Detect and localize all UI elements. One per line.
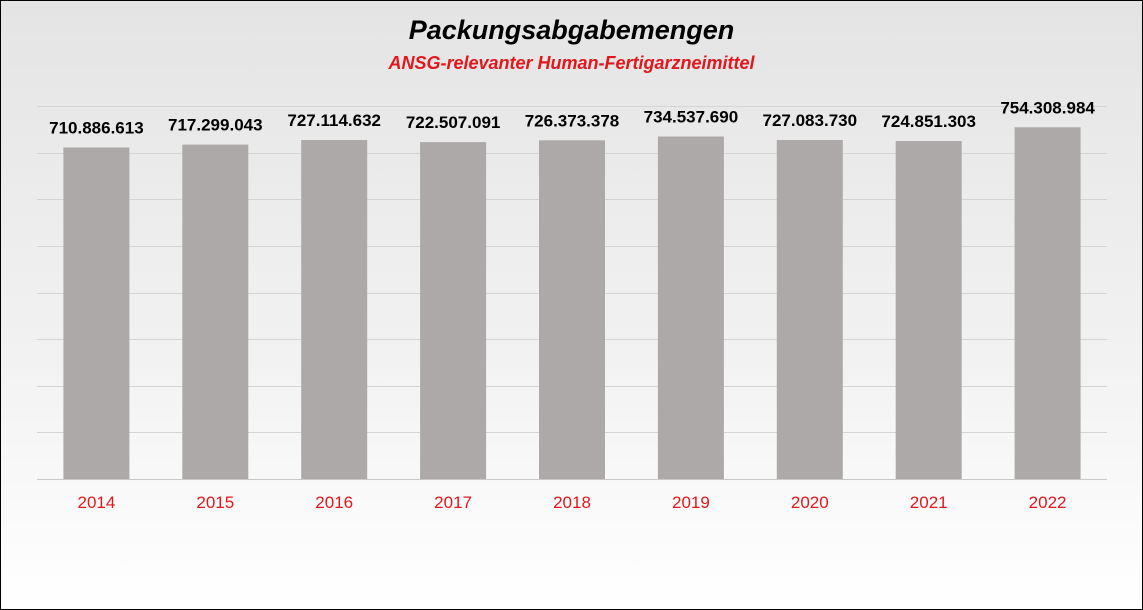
x-tick-label-2019: 2019 — [672, 493, 710, 512]
x-tick-label-2018: 2018 — [553, 493, 591, 512]
x-tick-label-2017: 2017 — [434, 493, 472, 512]
bar-2017 — [420, 142, 487, 479]
data-label-2022: 754.308.984 — [1000, 98, 1095, 117]
bar-2015 — [182, 144, 249, 479]
data-label-2015: 717.299.043 — [168, 116, 263, 135]
bar-2016 — [301, 140, 368, 479]
bar-2020 — [776, 140, 843, 479]
bar-2021 — [895, 141, 962, 479]
x-tick-label-2022: 2022 — [1029, 493, 1067, 512]
bar-2018 — [539, 140, 605, 480]
chart-subtitle: ANSG-relevanter Human-Fertigarzneimittel — [388, 53, 755, 73]
data-label-2014: 710.886.613 — [49, 119, 144, 138]
x-tick-label-2021: 2021 — [910, 493, 948, 512]
x-tick-label-2016: 2016 — [315, 493, 353, 512]
x-tick-label-2020: 2020 — [791, 493, 829, 512]
data-label-2021: 724.851.303 — [881, 112, 976, 131]
chart-title: Packungsabgabemengen — [408, 15, 735, 45]
bar-2019 — [657, 136, 724, 479]
bar-2014 — [63, 147, 130, 479]
data-label-2016: 727.114.632 — [287, 111, 381, 130]
bar-2022 — [1014, 127, 1081, 480]
x-tick-label-2015: 2015 — [196, 493, 234, 512]
data-label-2019: 734.537.690 — [644, 108, 739, 127]
data-label-2017: 722.507.091 — [406, 113, 501, 132]
x-tick-label-2014: 2014 — [77, 493, 115, 512]
data-label-2020: 727.083.730 — [763, 111, 858, 130]
data-label-2018: 726.373.378 — [525, 111, 620, 130]
